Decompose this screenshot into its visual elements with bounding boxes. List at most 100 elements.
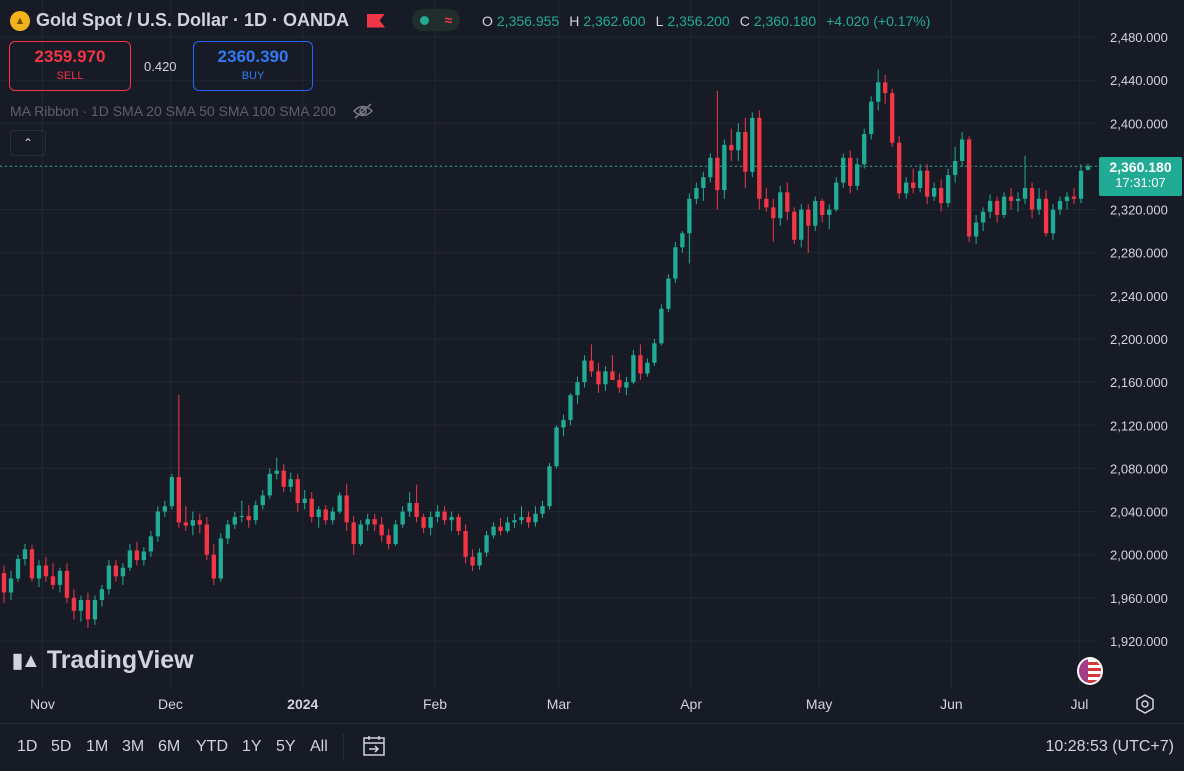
candle bbox=[1029, 182, 1035, 219]
symbol-header[interactable]: ▲ Gold Spot / U.S. Dollar · 1D · OANDA bbox=[10, 10, 386, 31]
market-status-pill[interactable]: ≈ bbox=[412, 9, 460, 31]
candle bbox=[610, 355, 615, 380]
settings-icon[interactable] bbox=[1134, 693, 1156, 715]
price-tick-label: 2,320.000 bbox=[1110, 203, 1168, 218]
candle bbox=[924, 164, 930, 205]
last-price-value: 2,360.180 bbox=[1109, 159, 1172, 175]
candle-body bbox=[141, 551, 147, 561]
candle bbox=[113, 560, 119, 582]
candle bbox=[512, 513, 517, 528]
price-tick-label: 2,400.000 bbox=[1110, 116, 1168, 131]
range-1d-button[interactable]: 1D bbox=[17, 738, 38, 755]
candle-body bbox=[959, 139, 965, 162]
candle-body bbox=[1015, 198, 1021, 201]
ma-ribbon-indicator[interactable]: MA Ribbon · 1D SMA 20 SMA 50 SMA 100 SMA… bbox=[10, 103, 374, 119]
candle-body bbox=[155, 511, 161, 537]
price-tick-label: 2,080.000 bbox=[1110, 461, 1168, 476]
range-1m-button[interactable]: 1M bbox=[86, 738, 109, 755]
candle bbox=[1, 565, 7, 604]
candle-body bbox=[414, 502, 419, 517]
eye-off-icon[interactable] bbox=[352, 103, 374, 119]
candle bbox=[491, 522, 496, 539]
candle bbox=[820, 198, 825, 223]
range-1y-button[interactable]: 1Y bbox=[242, 738, 262, 755]
candle-body bbox=[169, 477, 175, 507]
range-5y-button[interactable]: 5Y bbox=[276, 738, 296, 755]
candle bbox=[771, 198, 776, 242]
goto-date-icon[interactable] bbox=[362, 734, 386, 758]
candle bbox=[764, 188, 769, 212]
candle-body bbox=[1, 573, 7, 593]
price-tick-label: 2,000.000 bbox=[1110, 548, 1168, 563]
range-ytd-button[interactable]: YTD bbox=[196, 738, 228, 755]
spread-value: 0.420 bbox=[144, 59, 177, 74]
bar-countdown: 17:31:07 bbox=[1115, 175, 1166, 190]
candle-body bbox=[505, 522, 510, 531]
candle bbox=[344, 483, 349, 531]
candle-body bbox=[309, 498, 314, 517]
range-all-button[interactable]: All bbox=[310, 738, 328, 755]
candle bbox=[22, 543, 28, 566]
candle-body bbox=[197, 520, 202, 525]
candle-body bbox=[113, 565, 119, 577]
high-label: H bbox=[569, 13, 580, 29]
candle-body bbox=[386, 535, 391, 544]
candle bbox=[337, 492, 342, 514]
candle bbox=[673, 241, 678, 283]
collapse-legend-button[interactable]: ⌃ bbox=[10, 130, 46, 156]
candle-body bbox=[498, 526, 503, 531]
candle bbox=[806, 204, 811, 253]
candle bbox=[687, 193, 692, 264]
us-flag-event-icon[interactable] bbox=[1077, 657, 1103, 685]
price-tick-label: 2,240.000 bbox=[1110, 289, 1168, 304]
candle-body bbox=[708, 157, 713, 178]
price-tick-label: 2,040.000 bbox=[1110, 505, 1168, 520]
flag-icon[interactable] bbox=[367, 13, 386, 28]
candle bbox=[407, 492, 412, 517]
candle bbox=[568, 392, 573, 426]
buy-button[interactable]: 2360.390 BUY bbox=[193, 41, 313, 91]
symbol-title[interactable]: Gold Spot / U.S. Dollar · 1D · OANDA bbox=[36, 10, 350, 30]
candle-body bbox=[148, 536, 154, 552]
bottom-toolbar: 1D 5D 1M 3M 6M YTD 1Y 5Y All 10:28:53 (U… bbox=[0, 723, 1184, 771]
candle bbox=[708, 153, 713, 183]
candle-body bbox=[120, 567, 126, 577]
sell-button[interactable]: 2359.970 SELL bbox=[9, 41, 131, 91]
candle bbox=[519, 506, 524, 525]
candle bbox=[973, 214, 979, 245]
candle-body bbox=[358, 524, 363, 544]
candle-body bbox=[820, 200, 825, 215]
candle-body bbox=[869, 101, 874, 135]
candle bbox=[120, 563, 126, 585]
range-6m-button[interactable]: 6M bbox=[158, 738, 181, 755]
candle bbox=[330, 507, 335, 525]
candle-body bbox=[449, 516, 454, 521]
candle bbox=[43, 556, 49, 582]
price-chart[interactable]: 2,480.0002,440.0002,400.0002,360.0002,32… bbox=[0, 0, 1184, 723]
range-3m-button[interactable]: 3M bbox=[122, 738, 145, 755]
candle-body bbox=[351, 522, 356, 544]
price-axis: 2,480.0002,440.0002,400.0002,360.0002,32… bbox=[1110, 30, 1168, 649]
ohlc-values: O 2,356.955 H 2,362.600 L 2,356.200 C 2,360.… bbox=[482, 13, 936, 29]
candle bbox=[183, 506, 189, 531]
candle-body bbox=[267, 473, 272, 496]
candle-body bbox=[1043, 198, 1049, 234]
candle bbox=[64, 563, 70, 604]
range-5d-button[interactable]: 5D bbox=[51, 738, 72, 755]
candle-body bbox=[57, 570, 63, 585]
candle-body bbox=[694, 188, 699, 199]
candle-body bbox=[687, 198, 692, 234]
candle-body bbox=[1008, 196, 1014, 201]
candle bbox=[645, 358, 650, 377]
candle-body bbox=[36, 565, 42, 579]
time-tick-label: Jul bbox=[1071, 696, 1089, 712]
candle bbox=[379, 516, 384, 542]
tradingview-logo[interactable]: ▮▲ TradingView bbox=[12, 646, 194, 675]
time-tick-label: Feb bbox=[423, 696, 447, 712]
candle-body bbox=[519, 516, 524, 521]
candle-body bbox=[316, 509, 321, 517]
candle-body bbox=[1036, 198, 1042, 210]
timezone-clock[interactable]: 10:28:53 (UTC+7) bbox=[1045, 738, 1174, 755]
candle-body bbox=[799, 209, 804, 240]
candle bbox=[883, 74, 888, 104]
